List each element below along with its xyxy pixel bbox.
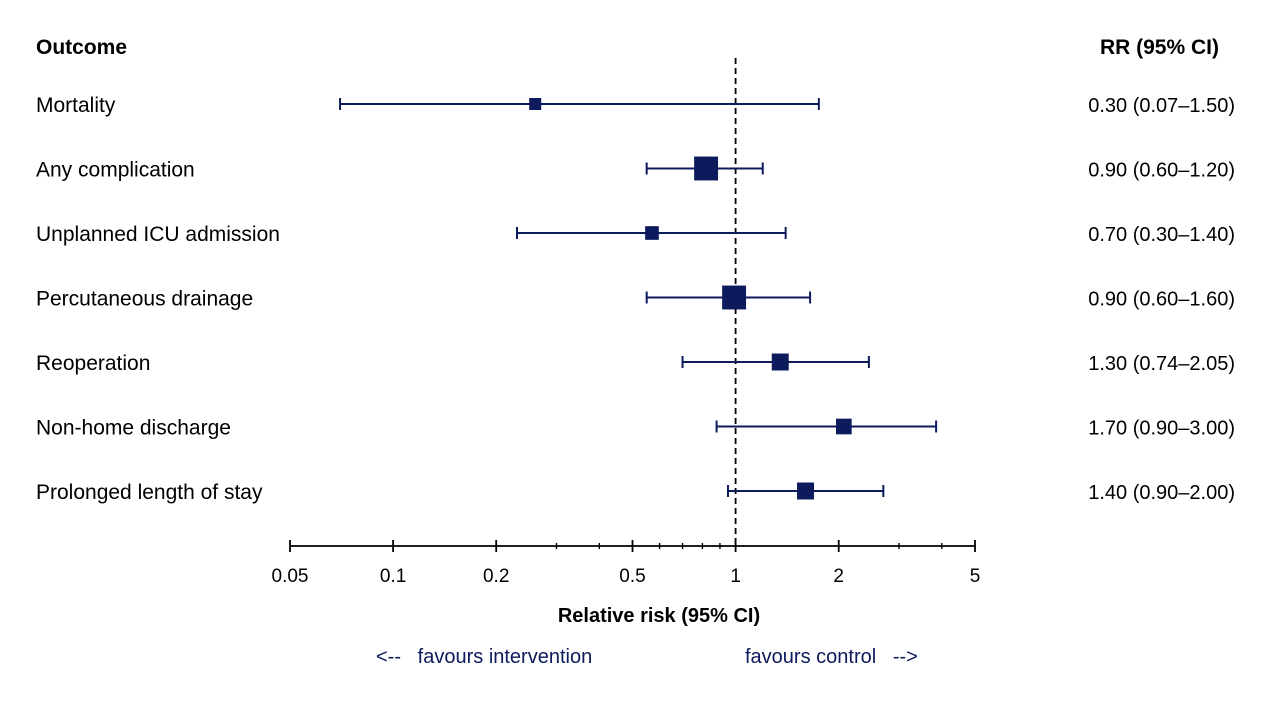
tick-label: 0.5 <box>619 566 645 587</box>
forest-row: Reoperation 1.30 (0.74–2.05) <box>36 352 1235 375</box>
tick-label: 5 <box>970 566 981 587</box>
point-estimate-square <box>771 353 789 371</box>
forest-row: Non-home discharge 1.70 (0.90–3.00) <box>36 417 1235 440</box>
tick-label: 0.2 <box>483 566 509 587</box>
rr-ci-header: RR (95% CI) <box>1100 36 1219 59</box>
tick-label: 1 <box>730 566 741 587</box>
tick-label: 0.05 <box>272 566 309 587</box>
forest-rows: Mortality 0.30 (0.07–1.50) Any complicatio… <box>36 94 1235 504</box>
favours-control-label: favours control --> <box>745 646 918 668</box>
outcome-label: Mortality <box>36 94 116 117</box>
rr-ci-value: 1.40 (0.90–2.00) <box>1088 482 1235 504</box>
tick-label: 2 <box>833 566 844 587</box>
outcome-label: Non-home discharge <box>36 417 231 440</box>
point-estimate-square <box>722 285 747 310</box>
outcome-label: Percutaneous drainage <box>36 288 253 311</box>
outcome-header: Outcome <box>36 36 127 59</box>
outcome-label: Reoperation <box>36 352 150 375</box>
x-axis: 0.05 0.1 0.2 0.5 1 2 5 <box>272 540 981 587</box>
forest-row: Unplanned ICU admission 0.70 (0.30–1.40) <box>36 223 1235 246</box>
tick-label: 0.1 <box>380 566 406 587</box>
point-estimate-square <box>835 418 852 435</box>
rr-ci-value: 0.30 (0.07–1.50) <box>1088 95 1235 117</box>
rr-ci-value: 0.90 (0.60–1.60) <box>1088 289 1235 311</box>
rr-ci-value: 1.30 (0.74–2.05) <box>1088 353 1235 375</box>
outcome-label: Unplanned ICU admission <box>36 223 280 246</box>
forest-row: Percutaneous drainage 0.90 (0.60–1.60) <box>36 285 1235 311</box>
point-estimate-square <box>797 482 814 500</box>
rr-ci-value: 0.70 (0.30–1.40) <box>1088 224 1235 246</box>
x-axis-label: Relative risk (95% CI) <box>558 605 760 627</box>
forest-row: Any complication 0.90 (0.60–1.20) <box>36 156 1235 182</box>
outcome-label: Any complication <box>36 159 195 182</box>
forest-row: Mortality 0.30 (0.07–1.50) <box>36 94 1235 117</box>
rr-ci-value: 0.90 (0.60–1.20) <box>1088 160 1235 182</box>
forest-row: Prolonged length of stay 1.40 (0.90–2.00) <box>36 481 1235 504</box>
rr-ci-value: 1.70 (0.90–3.00) <box>1088 418 1235 440</box>
favours-intervention-label: <-- favours intervention <box>376 646 592 668</box>
point-estimate-square <box>645 226 659 240</box>
point-estimate-square <box>529 98 542 110</box>
point-estimate-square <box>694 156 719 181</box>
outcome-label: Prolonged length of stay <box>36 481 263 504</box>
